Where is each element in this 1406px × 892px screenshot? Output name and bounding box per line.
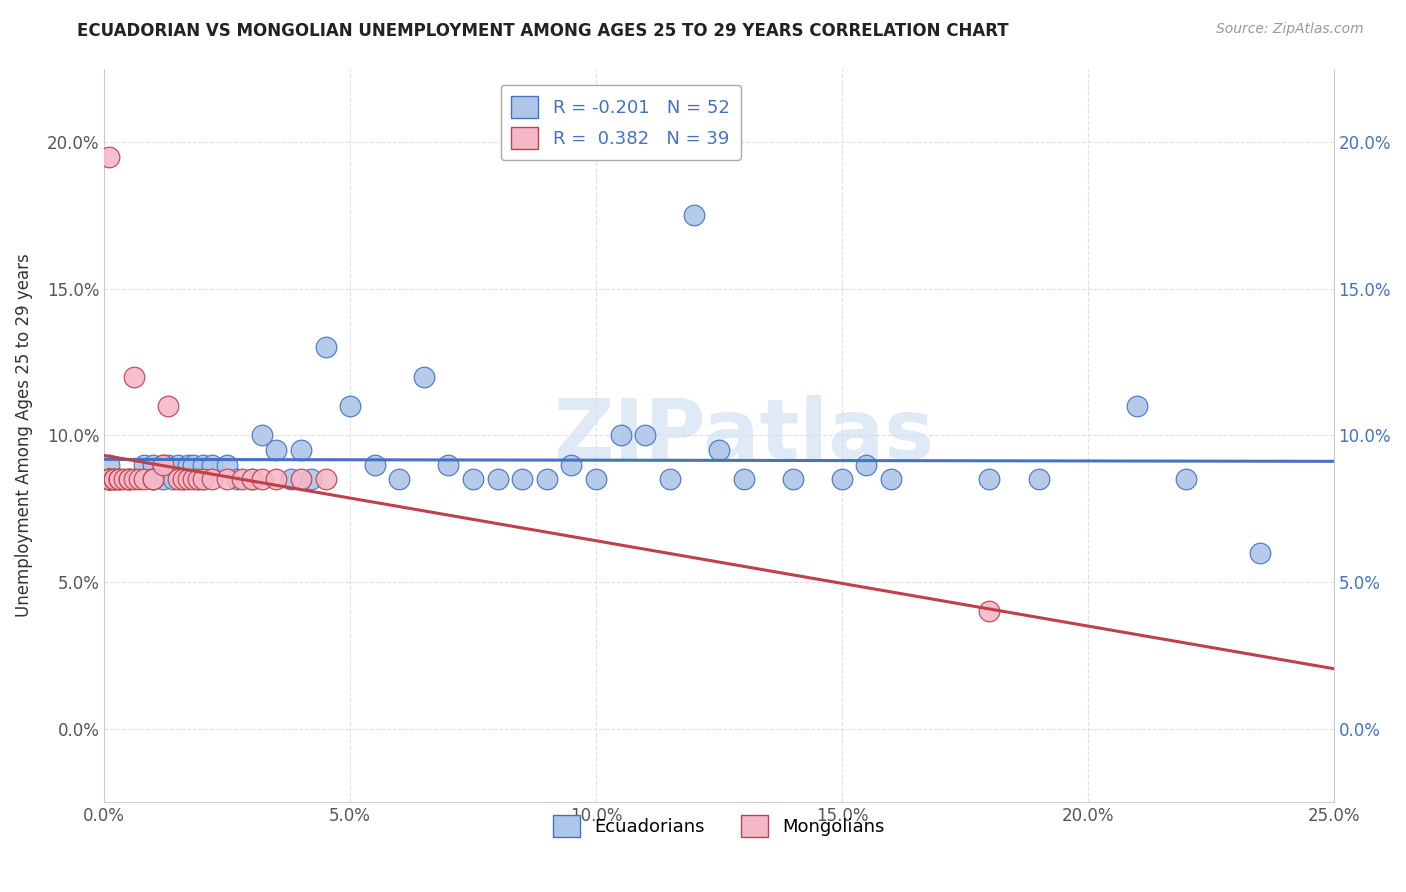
Point (217, 458, 239, 472)
Point (1126, 399, 1149, 413)
Point (142, 472, 165, 486)
Point (98, 458, 121, 472)
Point (108, 472, 131, 486)
Point (560, 458, 582, 472)
Point (364, 458, 387, 472)
Point (266, 472, 288, 486)
Point (315, 340, 337, 354)
Point (118, 472, 141, 486)
Point (634, 428, 657, 442)
Point (187, 472, 209, 486)
Point (108, 472, 131, 486)
Point (880, 472, 903, 486)
Point (152, 458, 174, 472)
Point (707, 443, 730, 458)
Point (172, 472, 194, 486)
Point (167, 472, 190, 486)
Point (103, 472, 125, 486)
Point (388, 472, 411, 486)
Point (177, 472, 200, 486)
Point (98, 472, 121, 486)
Point (181, 458, 204, 472)
Point (98, 472, 121, 486)
Point (181, 472, 204, 486)
Point (191, 472, 214, 486)
Point (108, 472, 131, 486)
Point (142, 458, 165, 472)
Point (250, 472, 273, 486)
Point (280, 472, 302, 486)
Point (177, 458, 200, 472)
Point (217, 472, 239, 486)
Point (609, 428, 631, 442)
Text: ECUADORIAN VS MONGOLIAN UNEMPLOYMENT AMONG AGES 25 TO 29 YEARS CORRELATION CHART: ECUADORIAN VS MONGOLIAN UNEMPLOYMENT AMO… (77, 22, 1010, 40)
Point (98, 472, 121, 486)
Point (1249, 546, 1271, 560)
Point (201, 458, 224, 472)
Point (683, 208, 706, 222)
Point (132, 472, 155, 486)
Point (191, 458, 214, 472)
Point (157, 399, 180, 413)
Point (658, 472, 681, 486)
Point (290, 472, 312, 486)
Point (733, 472, 755, 486)
Point (103, 472, 125, 486)
Point (152, 458, 174, 472)
Point (240, 472, 263, 486)
Point (201, 472, 224, 486)
Point (299, 472, 322, 486)
Point (122, 369, 145, 384)
Point (266, 443, 288, 458)
Point (510, 472, 533, 486)
Point (339, 399, 361, 413)
Point (118, 472, 141, 486)
Point (142, 472, 165, 486)
Point (437, 458, 460, 472)
Point (122, 472, 145, 486)
Point (412, 369, 434, 384)
Point (172, 472, 194, 486)
Point (1175, 472, 1198, 486)
Point (191, 472, 214, 486)
Point (142, 472, 165, 486)
Point (226, 472, 249, 486)
Point (585, 472, 607, 486)
Point (98, 150, 121, 164)
Point (98, 472, 121, 486)
Point (250, 428, 273, 442)
Point (486, 472, 509, 486)
Point (167, 458, 190, 472)
Point (240, 472, 263, 486)
Point (536, 472, 558, 486)
Point (231, 472, 253, 486)
Text: Source: ZipAtlas.com: Source: ZipAtlas.com (1216, 22, 1364, 37)
Point (290, 443, 312, 458)
Point (461, 472, 484, 486)
Point (118, 472, 141, 486)
Point (112, 472, 135, 486)
Point (98, 472, 121, 486)
Y-axis label: Unemployment Among Ages 25 to 29 years: Unemployment Among Ages 25 to 29 years (15, 253, 32, 617)
Point (98, 472, 121, 486)
Point (128, 472, 150, 486)
Point (855, 458, 877, 472)
Point (979, 472, 1001, 486)
Point (132, 458, 155, 472)
Point (152, 472, 174, 486)
Point (315, 472, 337, 486)
Point (979, 605, 1001, 619)
Point (831, 472, 853, 486)
Legend: Ecuadorians, Mongolians: Ecuadorians, Mongolians (546, 808, 893, 845)
Text: ZIPatlas: ZIPatlas (553, 395, 934, 476)
Point (157, 458, 180, 472)
Point (1028, 472, 1050, 486)
Point (162, 472, 184, 486)
Point (187, 472, 209, 486)
Point (782, 472, 804, 486)
Point (103, 472, 125, 486)
